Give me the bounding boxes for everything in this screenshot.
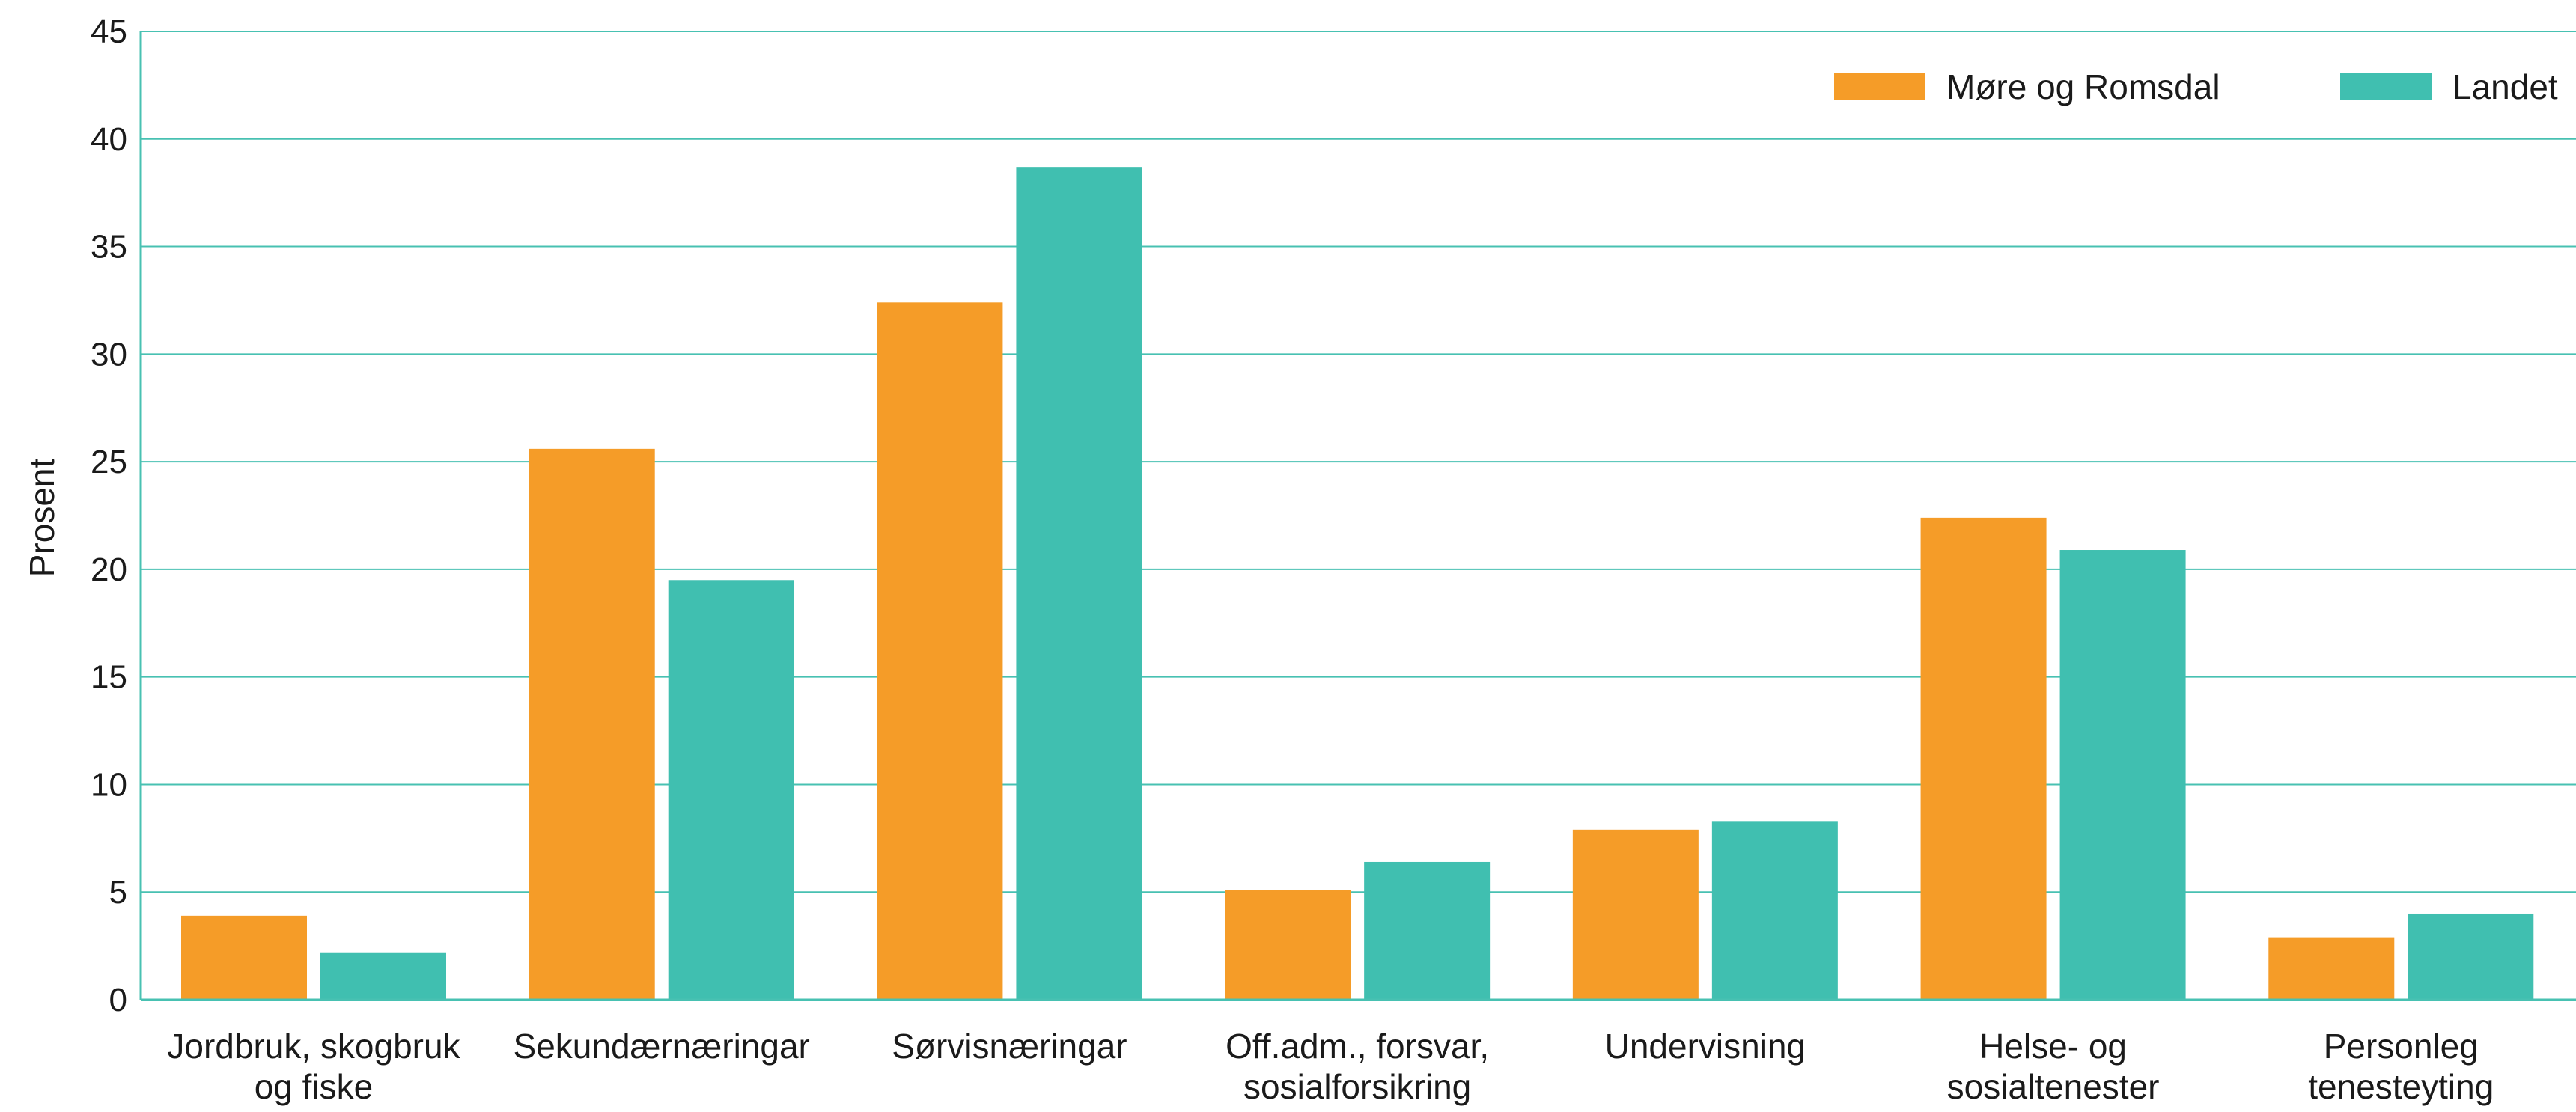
x-category-label-line: Sørvisnæringar	[892, 1027, 1127, 1066]
y-tick-label: 15	[91, 659, 127, 696]
x-category-label: Helse- og sosialtenester	[1947, 1027, 2160, 1106]
y-tick-label: 30	[91, 336, 127, 373]
y-tick-label: 45	[91, 13, 127, 50]
bar-more-og-romsdal	[877, 302, 1003, 1000]
x-category-label-line: Sekundærnæringar	[514, 1027, 810, 1066]
x-category-label: Personleg tenesteyting	[2308, 1027, 2494, 1106]
y-tick-label: 0	[109, 982, 127, 1018]
y-axis-ticks: 0 5 10 15 20 25 30 35 40 45	[91, 13, 127, 1018]
x-category-label-line: Undervisning	[1605, 1027, 1806, 1066]
bar-landet	[320, 952, 446, 1000]
x-category-label-line: tenesteyting	[2308, 1067, 2494, 1106]
bar-landet	[1711, 821, 1838, 1000]
bars	[141, 167, 2576, 1001]
legend-swatch	[1834, 73, 1925, 100]
legend: Møre og Romsdal Landet	[1834, 67, 2558, 106]
bar-landet	[668, 580, 794, 1000]
grid-lines	[139, 31, 2576, 1001]
bar-landet	[2059, 550, 2186, 1000]
x-category-label: Off.adm., forsvar, sosialforsikring	[1225, 1027, 1489, 1106]
y-tick-label: 35	[91, 229, 127, 266]
y-tick-label: 10	[91, 766, 127, 803]
legend-label: Landet	[2452, 67, 2558, 106]
bar-more-og-romsdal	[1920, 517, 2047, 1000]
bar-more-og-romsdal	[1572, 829, 1699, 1000]
x-category-label: Undervisning	[1605, 1027, 1806, 1066]
y-tick-label: 40	[91, 121, 127, 158]
bar-more-og-romsdal	[2268, 937, 2395, 1000]
legend-swatch	[2340, 73, 2432, 100]
y-axis-title: Prosent	[22, 459, 61, 578]
x-category-label-line: Personleg	[2324, 1027, 2479, 1066]
bar-more-og-romsdal	[1225, 890, 1351, 1000]
y-tick-label: 5	[109, 874, 127, 911]
x-category-label: Jordbruk, skogbruk og fiske	[167, 1027, 460, 1106]
x-category-label: Sørvisnæringar	[892, 1027, 1127, 1066]
x-category-label-line: Helse- og	[1979, 1027, 2127, 1066]
x-category-label-line: Jordbruk, skogbruk	[167, 1027, 460, 1066]
bar-landet	[1364, 861, 1491, 1000]
y-tick-label: 25	[91, 444, 127, 480]
x-axis-labels: Jordbruk, skogbruk og fiske Sekundærnæring…	[167, 1027, 2494, 1106]
bar-landet	[2408, 913, 2534, 1000]
x-category-label-line: sosialforsikring	[1243, 1067, 1471, 1106]
x-category-label-line: sosialtenester	[1947, 1067, 2160, 1106]
x-category-label-line: og fiske	[255, 1067, 374, 1106]
bar-landet	[1016, 167, 1142, 1000]
x-category-label: Sekundærnæringar	[514, 1027, 810, 1066]
y-tick-label: 20	[91, 552, 127, 588]
legend-label: Møre og Romsdal	[1946, 67, 2220, 106]
bar-more-og-romsdal	[529, 448, 655, 1000]
x-category-label-line: Off.adm., forsvar,	[1225, 1027, 1489, 1066]
bar-more-og-romsdal	[181, 915, 307, 1000]
